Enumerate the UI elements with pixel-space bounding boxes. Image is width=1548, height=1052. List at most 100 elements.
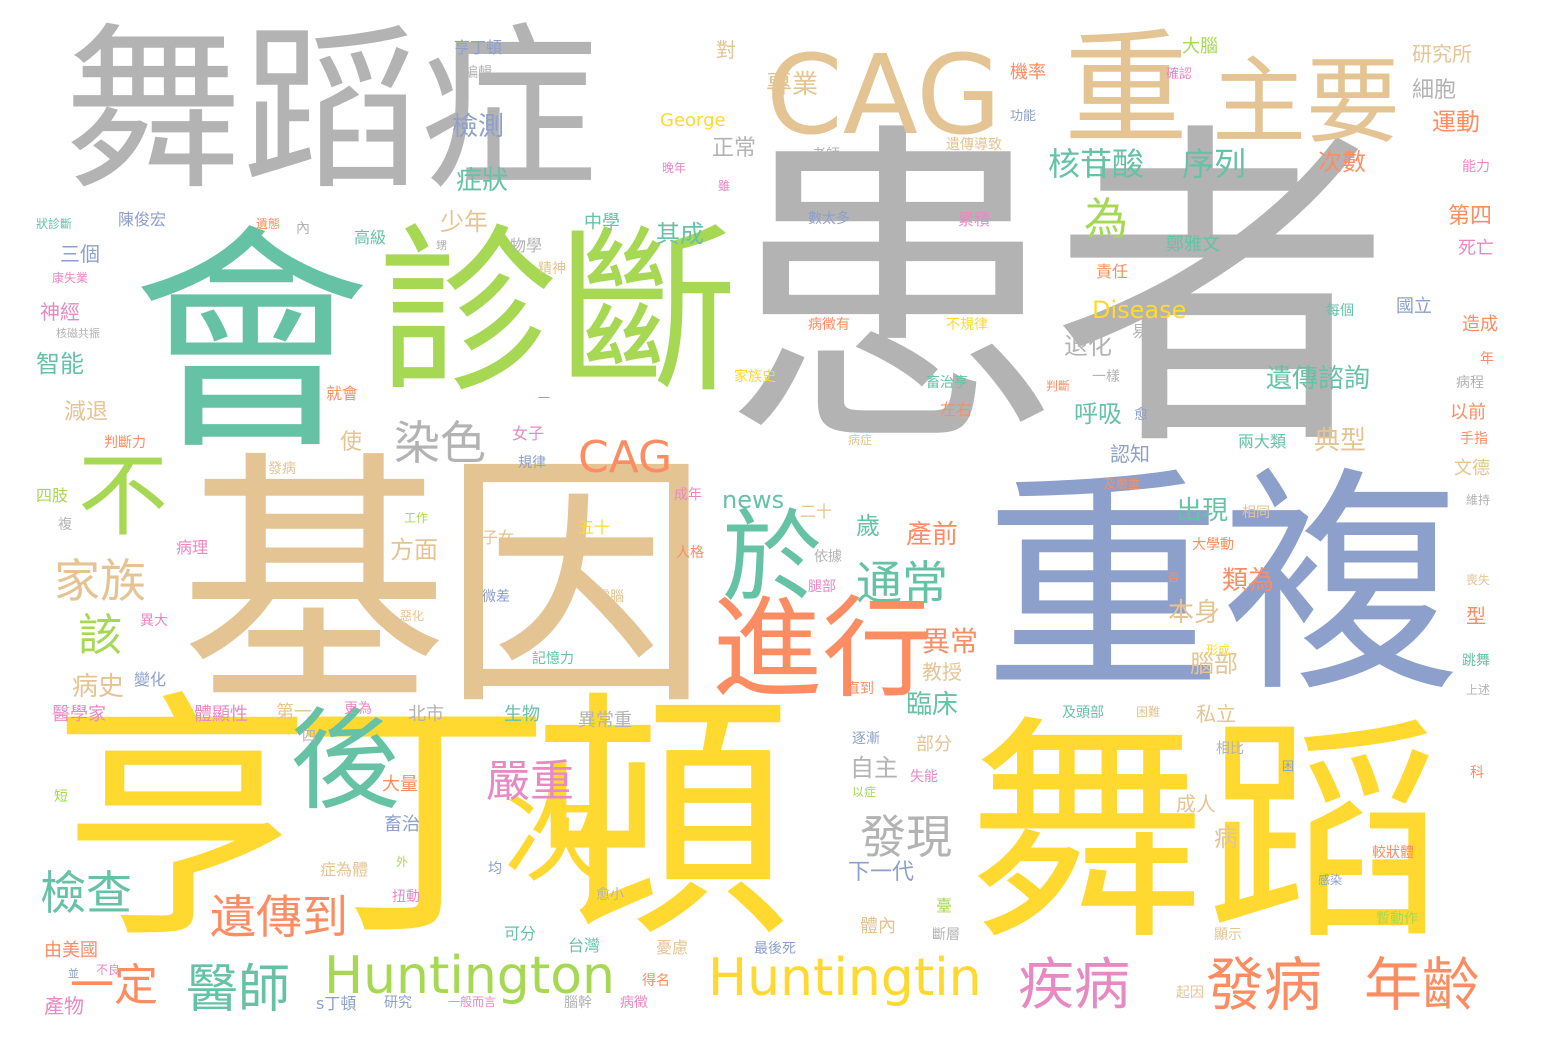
word: 否	[1168, 571, 1179, 584]
word: 私立	[1196, 702, 1236, 726]
word: 於	[722, 499, 822, 616]
word: 進行	[712, 585, 932, 713]
word: 每個	[1326, 303, 1354, 319]
word: 能力	[1462, 159, 1490, 175]
word: 較狀體	[1372, 845, 1414, 861]
word: 短	[54, 789, 68, 805]
word: 大腦	[1182, 36, 1218, 57]
word: 不良	[96, 963, 121, 977]
word: 異常重	[578, 710, 632, 731]
word: 染色	[394, 416, 486, 470]
word: 責任	[1096, 262, 1129, 281]
word: 五十	[578, 518, 611, 537]
word: 畜治	[384, 814, 420, 835]
word: 畜治亨	[926, 375, 968, 391]
word: 三個	[60, 242, 100, 266]
word: 核苷酸	[1048, 145, 1145, 183]
word: 內	[296, 221, 310, 237]
word: 智能	[36, 350, 84, 378]
word: 一般而言	[448, 995, 497, 1009]
word: 患者	[722, 96, 1392, 492]
word: 通常	[856, 556, 948, 610]
word: 逐漸	[852, 731, 880, 747]
word: Huntington	[324, 946, 615, 1006]
word: 起因	[1176, 985, 1204, 1001]
word: 醫師	[186, 960, 291, 1020]
word: 生物	[504, 704, 540, 725]
word: 型	[1466, 604, 1486, 628]
word: 編輯	[464, 65, 492, 81]
word: 女子	[512, 424, 545, 443]
word: 累積	[958, 210, 991, 229]
word: 對	[716, 38, 736, 62]
word: 形成	[1206, 643, 1231, 657]
word: 一	[538, 391, 551, 405]
word: 依據	[814, 549, 842, 565]
word: 歲	[856, 512, 880, 540]
word: 暫動作	[1376, 911, 1418, 927]
word: 為	[1084, 194, 1128, 245]
word: 直到	[846, 681, 874, 697]
word: 本身	[1168, 598, 1221, 628]
word: 舞蹈	[968, 696, 1444, 973]
word: 產前	[906, 520, 959, 550]
word: 人格	[676, 545, 704, 561]
word: 成人	[1176, 792, 1216, 816]
word: 愈	[1134, 407, 1148, 423]
word: 判斷力	[104, 435, 146, 451]
word: 精神	[538, 261, 566, 277]
word: 均	[488, 861, 502, 877]
word: 易怒	[1132, 322, 1165, 341]
word: 外	[396, 855, 409, 869]
word: 扭動	[392, 889, 420, 905]
word: 亨丁頓	[52, 671, 792, 973]
word: 亨丁頓	[454, 38, 503, 57]
word: 部分	[916, 734, 952, 755]
word: 喪失	[1466, 573, 1491, 587]
word: 跳舞	[1462, 653, 1490, 669]
word: 發病	[1206, 951, 1323, 1019]
word: 神經	[40, 300, 80, 324]
word: 可分	[504, 924, 537, 943]
word: 腦部	[1190, 650, 1238, 678]
word: 教授	[922, 660, 962, 684]
word: 斷層	[932, 927, 960, 943]
word: 基因	[180, 430, 710, 742]
word: 舞蹈症	[64, 7, 598, 214]
word: 家族史	[734, 369, 776, 385]
word: 雖	[718, 179, 731, 193]
word: 大學動	[1192, 537, 1234, 553]
word: 序列	[1182, 145, 1247, 183]
word: 困	[1282, 759, 1295, 773]
word: 病徵有	[808, 317, 850, 333]
word: news	[722, 486, 785, 514]
word: 典型	[1314, 426, 1367, 456]
word: 核磁共振	[56, 327, 100, 340]
word: 腿部	[808, 579, 836, 595]
word: 及頭部	[1062, 705, 1104, 721]
word: 功能	[1010, 109, 1037, 124]
word: 規律	[518, 455, 546, 471]
word: 臺	[936, 896, 953, 915]
word: 最後死	[754, 941, 796, 957]
word: 下一代	[848, 860, 915, 885]
word: 主要	[1212, 48, 1401, 157]
word: 後	[290, 697, 400, 825]
word: Disease	[1092, 296, 1187, 324]
word: 中學	[584, 212, 620, 233]
word: 異常	[922, 625, 979, 658]
word: 檢查	[40, 866, 132, 920]
word: 鄭雅文	[1166, 234, 1220, 255]
word: 微差	[482, 589, 510, 605]
word: 得名	[642, 973, 670, 989]
word: 由美國	[44, 940, 98, 961]
word: 一定	[70, 960, 158, 1011]
word: CAG	[578, 432, 673, 483]
word: 惡化	[400, 609, 425, 623]
word: 康失業	[52, 271, 89, 285]
word: 家族	[54, 554, 146, 608]
word: 不	[78, 444, 168, 549]
word: 相同	[1242, 505, 1270, 521]
word: 減退	[64, 400, 109, 425]
